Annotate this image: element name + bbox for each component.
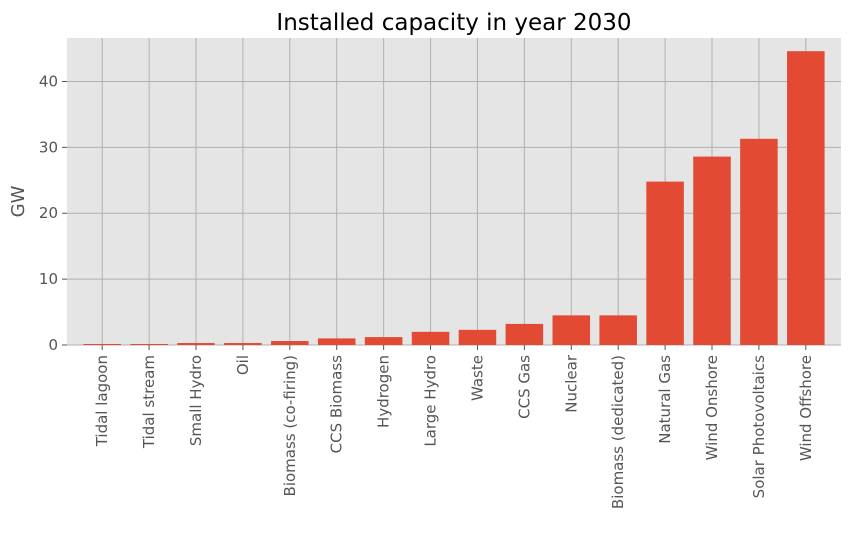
x-tick-label: Tidal stream xyxy=(140,355,158,449)
bar xyxy=(224,343,262,345)
x-tick-label: Wind Offshore xyxy=(797,355,815,461)
bar xyxy=(458,329,497,345)
bar xyxy=(83,344,121,345)
bar xyxy=(177,343,215,345)
x-tick-label: Large Hydro xyxy=(422,355,440,447)
x-tick-label: Biomass (co-firing) xyxy=(281,355,299,496)
bar xyxy=(787,51,825,345)
x-tick-label: CCS Biomass xyxy=(328,355,346,453)
x-tick-label: Waste xyxy=(468,355,486,401)
y-tick-label: 10 xyxy=(39,270,58,288)
y-axis-label: GW xyxy=(8,185,29,217)
y-tick-label: 40 xyxy=(39,72,58,90)
bar xyxy=(552,315,591,345)
y-tick-label: 30 xyxy=(39,138,58,156)
x-tick-label: CCS Gas xyxy=(515,355,533,419)
bars xyxy=(83,51,825,345)
bar xyxy=(599,315,637,345)
x-tick-label: Solar Photovoltaics xyxy=(750,355,768,498)
bar xyxy=(411,331,450,345)
x-tick-label: Small Hydro xyxy=(187,355,205,446)
bar xyxy=(317,338,356,345)
x-tick-label: Biomass (dedicated) xyxy=(609,355,627,509)
bar xyxy=(364,337,403,345)
bar xyxy=(271,341,309,345)
x-tick-label: Wind Onshore xyxy=(703,355,721,460)
x-tick-label: Nuclear xyxy=(562,354,580,413)
bar xyxy=(130,344,168,345)
chart-title: Installed capacity in year 2030 xyxy=(276,10,631,36)
y-tick-label: 0 xyxy=(48,336,58,354)
x-tick-label: Oil xyxy=(234,355,252,375)
x-tick-label: Natural Gas xyxy=(656,355,674,444)
x-tick-label: Tidal lagoon xyxy=(93,355,111,447)
bar xyxy=(505,323,544,345)
y-tick-label: 20 xyxy=(39,204,58,222)
x-tick-label: Hydrogen xyxy=(375,355,393,428)
bar xyxy=(693,156,731,345)
bar xyxy=(646,181,684,345)
bar xyxy=(740,138,778,345)
